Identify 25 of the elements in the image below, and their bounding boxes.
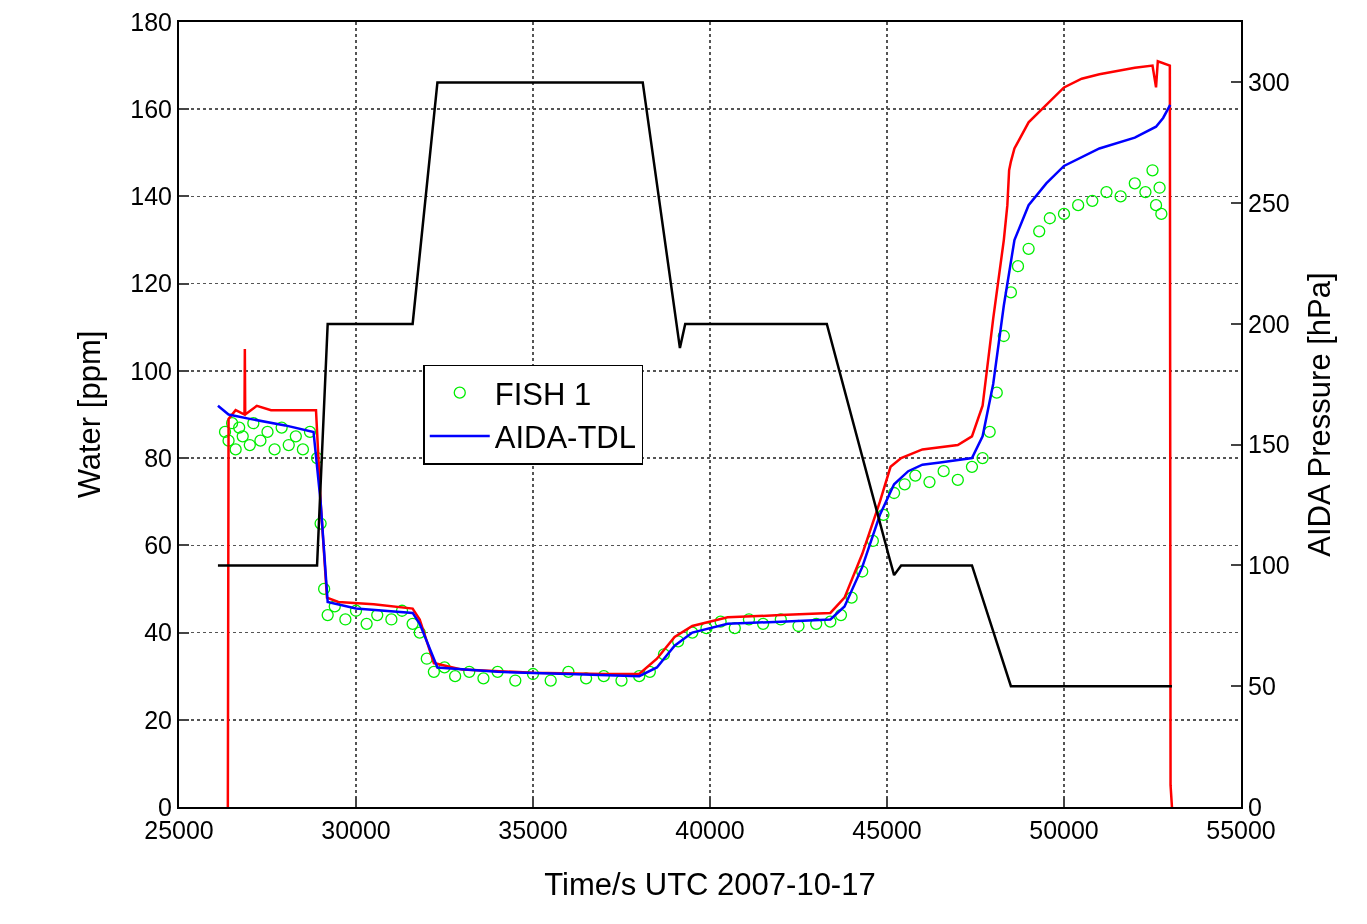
y2-tick-label: 250 [1248, 188, 1290, 217]
y2-tick-label: 50 [1248, 671, 1276, 700]
y-tick-label: 20 [144, 705, 172, 734]
y2-tick-label: 200 [1248, 309, 1290, 338]
y-tick-label: 160 [130, 94, 172, 123]
y-tick-label: 180 [130, 7, 172, 36]
x-tick-label: 50000 [1029, 816, 1099, 844]
y-tick-label: 120 [130, 269, 172, 298]
y2-axis-title: AIDA Pressure [hPa] [1302, 272, 1338, 557]
x-tick-label: 40000 [675, 816, 745, 844]
x-tick-label: 35000 [498, 816, 568, 844]
y-tick-label: 80 [144, 443, 172, 472]
y-axis-title: Water [ppm] [72, 330, 108, 499]
y-tick-label: 140 [130, 182, 172, 211]
x-tick-label: 45000 [852, 816, 922, 844]
x-axis-title: Time/s UTC 2007-10-17 [544, 866, 876, 902]
legend-label: AIDA-TDL [494, 420, 637, 456]
legend-label: FISH 1 [494, 376, 592, 412]
y2-tick-label: 150 [1248, 430, 1290, 459]
y2-tick-label: 100 [1248, 551, 1290, 580]
y2-tick-label: 300 [1248, 68, 1290, 97]
y-tick-label: 60 [144, 531, 172, 560]
x-tick-label: 30000 [321, 816, 391, 844]
y-tick-label: 40 [144, 618, 172, 647]
y-tick-label: 100 [130, 356, 172, 385]
